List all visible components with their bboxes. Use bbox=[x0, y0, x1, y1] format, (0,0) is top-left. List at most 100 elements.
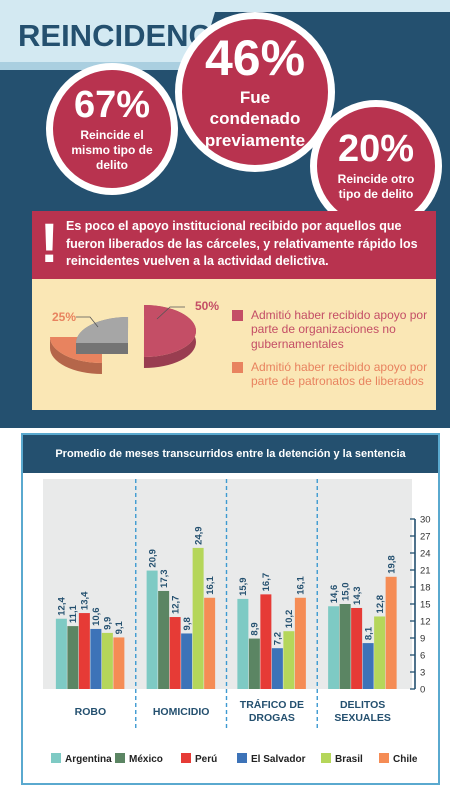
pie-value-label: 50% bbox=[195, 299, 219, 313]
y-tick-label: 30 bbox=[420, 515, 431, 526]
bar-value-label: 13,4 bbox=[80, 591, 91, 610]
support-pie-chart: 50% 25% bbox=[50, 299, 219, 374]
bar-el-salvador bbox=[90, 628, 102, 689]
stat-circle-same-crime: 67% Reincide el mismo tipo de delito bbox=[46, 63, 178, 195]
bar-chile bbox=[204, 597, 216, 689]
pie-legend-item-patronatos: Admitió haber recibido apoyo por parte d… bbox=[232, 360, 450, 389]
stat-text: Reincide otro tipo de delito bbox=[337, 172, 415, 201]
y-tick-label: 9 bbox=[420, 634, 425, 645]
months-bar-chart: 12,4 11,113,410,6 9,9 9,1 ROBO 20,917,312,79,… bbox=[43, 479, 431, 765]
legend-label: Chile bbox=[393, 754, 418, 765]
bar-value-label: 15,0 bbox=[340, 583, 351, 602]
bar-méxico bbox=[339, 604, 351, 689]
y-tick-label: 21 bbox=[420, 566, 431, 577]
bar-value-label: 16,1 bbox=[296, 576, 307, 595]
alert-banner-text: Es poco el apoyo institucional recibido … bbox=[66, 219, 418, 268]
bar-value-label: 24,9 bbox=[193, 526, 204, 545]
legend-swatch bbox=[321, 753, 331, 763]
bar-perú bbox=[169, 617, 181, 689]
bar-brasil bbox=[192, 547, 204, 689]
bar-méxico bbox=[248, 638, 260, 689]
pie-value-label: 25% bbox=[52, 310, 76, 324]
category-label-box bbox=[229, 693, 315, 727]
y-tick-label: 0 bbox=[420, 685, 425, 696]
bar-value-label: 12,8 bbox=[375, 595, 386, 614]
bar-el-salvador bbox=[181, 633, 193, 689]
pie-legend-item-ngo: Admitió haber recibido apoyo por parte d… bbox=[232, 308, 450, 351]
category-label: DELITOS SEXUALES bbox=[334, 699, 391, 724]
legend-swatch bbox=[115, 753, 125, 763]
months-bar-chart-panel: 12,4 11,1 13,4 10,6 9,9 9,1 ROBO 20,9 17,3 12,7 9,… bbox=[21, 433, 440, 785]
stat-value: 46% bbox=[204, 30, 306, 87]
bar-value-label: 16,7 bbox=[261, 573, 272, 592]
alert-banner: ! Es poco el apoyo institucional recibid… bbox=[32, 211, 436, 279]
pie-slice-wall bbox=[76, 342, 128, 354]
bar-value-label: 11,1 bbox=[68, 604, 79, 623]
title-tab-background bbox=[0, 0, 450, 62]
bar-value-label: 10,2 bbox=[284, 610, 295, 629]
bar-value-label: 12,7 bbox=[170, 596, 181, 615]
bar-argentina bbox=[55, 618, 67, 689]
bar-argentina bbox=[237, 598, 249, 689]
bar-value-label: 20,9 bbox=[147, 549, 158, 568]
category-label: TRÁFICO DE DROGAS bbox=[240, 698, 304, 724]
pie-legend-label: Admitió haber recibido apoyo por parte d… bbox=[251, 360, 428, 389]
bar-brasil bbox=[283, 631, 295, 689]
y-tick-label: 3 bbox=[420, 668, 425, 679]
bar-value-label: 8,9 bbox=[250, 622, 261, 635]
legend-label: Brasil bbox=[335, 754, 363, 765]
recidivism-panel: REINCIDENCIA 67% Reincide el mismo tipo … bbox=[0, 0, 450, 428]
y-tick-label: 6 bbox=[420, 651, 425, 662]
stat-text: Reincide el mismo tipo de delito bbox=[71, 127, 153, 172]
pie-slice-0 bbox=[143, 305, 197, 357]
bar-value-label: 17,3 bbox=[159, 569, 170, 588]
y-tick-label: 18 bbox=[420, 583, 431, 594]
bar-argentina bbox=[146, 570, 158, 689]
pie-leader-line bbox=[76, 316, 99, 328]
stat-value: 67% bbox=[73, 83, 151, 126]
bar-méxico bbox=[158, 590, 170, 689]
bar-value-label: 9,8 bbox=[182, 617, 193, 630]
bar-méxico bbox=[67, 626, 79, 689]
bar-argentina bbox=[328, 606, 340, 689]
category-label-box bbox=[48, 693, 133, 727]
bar-value-label: 15,9 bbox=[238, 577, 249, 596]
bar-value-label: 9,1 bbox=[114, 621, 125, 635]
pie-legend-label: Admitió haber recibido apoyo por parte d… bbox=[251, 308, 428, 351]
stat-value: 20% bbox=[337, 128, 415, 170]
legend-label: Argentina bbox=[65, 754, 112, 765]
bar-brasil bbox=[101, 632, 113, 689]
chart-title: Promedio de meses transcurridos entre la… bbox=[23, 435, 438, 473]
y-tick-label: 27 bbox=[420, 532, 431, 543]
support-pie-panel: 50% 25% Admitió haber recibido apoyo por … bbox=[32, 279, 436, 410]
bar-chile bbox=[294, 597, 306, 689]
legend-swatch bbox=[379, 753, 389, 763]
bar-brasil bbox=[374, 616, 386, 689]
bar-value-label: 16,1 bbox=[205, 576, 216, 595]
pie-legend-swatch bbox=[232, 362, 243, 373]
bar-value-label: 8,1 bbox=[363, 626, 374, 640]
category-label: ROBO bbox=[75, 706, 107, 718]
bar-perú bbox=[260, 594, 272, 689]
bar-value-label: 14,6 bbox=[329, 585, 340, 604]
category-label-box bbox=[138, 693, 224, 727]
bar-value-label: 14,3 bbox=[352, 586, 363, 605]
bar-el-salvador bbox=[271, 648, 283, 689]
y-tick-label: 12 bbox=[420, 617, 431, 628]
pie-slice-2 bbox=[76, 317, 129, 343]
pie-leader-line bbox=[156, 306, 185, 320]
pie-legend-swatch bbox=[232, 310, 243, 321]
legend-label: Perú bbox=[195, 754, 217, 765]
legend-swatch bbox=[237, 753, 247, 763]
bar-chile bbox=[385, 576, 397, 689]
category-label-box bbox=[320, 693, 405, 727]
bar-value-label: 7,2 bbox=[273, 632, 284, 645]
legend-label: El Salvador bbox=[251, 754, 306, 765]
exclamation-icon: ! bbox=[40, 211, 59, 274]
bar-perú bbox=[351, 607, 363, 689]
bar-value-label: 9,9 bbox=[103, 617, 114, 630]
y-tick-label: 24 bbox=[420, 549, 431, 560]
stat-circle-other-crime: 20% Reincide otro tipo de delito bbox=[310, 100, 442, 232]
bar-chile bbox=[113, 637, 125, 689]
bar-value-label: 19,8 bbox=[386, 555, 397, 574]
